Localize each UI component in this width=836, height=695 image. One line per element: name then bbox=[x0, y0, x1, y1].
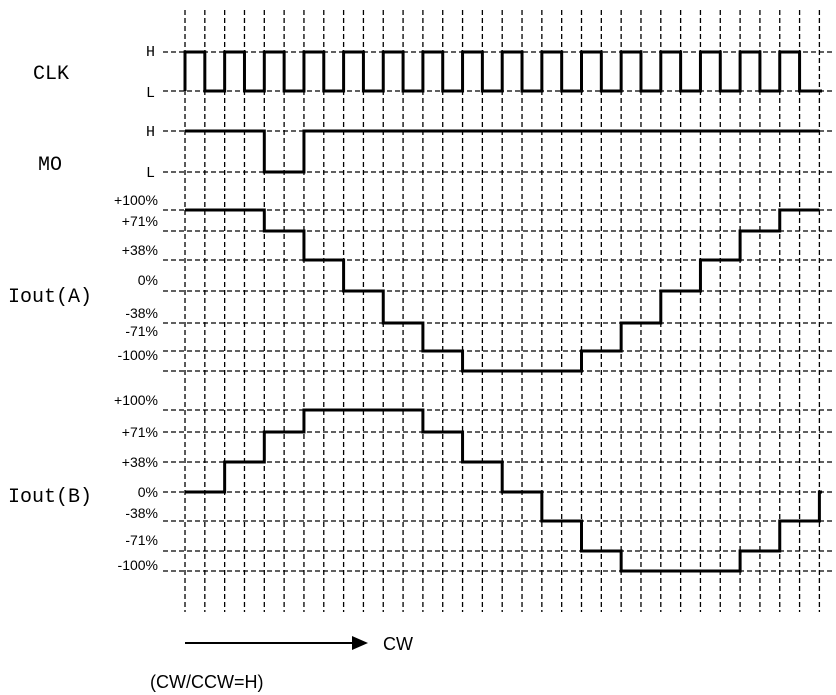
iout-a-level-labels: +100% +71% +38% 0% -38% -71% -100% bbox=[114, 192, 158, 363]
iout-b-level-label: +100% bbox=[114, 392, 158, 408]
iout-a-level-label: -71% bbox=[125, 323, 158, 339]
iout-a-level-label: +38% bbox=[122, 242, 158, 258]
clk-waveform bbox=[183, 50, 822, 93]
iout-b-waveform bbox=[185, 408, 822, 573]
mo-low-label: L bbox=[146, 165, 155, 182]
iout-b-label: Iout(B) bbox=[8, 486, 92, 509]
iout-b-level-label: -100% bbox=[118, 557, 158, 573]
direction-arrow-head bbox=[352, 636, 368, 650]
direction-label: CW bbox=[383, 634, 413, 654]
iout-b-level-label: +38% bbox=[122, 454, 158, 470]
iout-a-waveform bbox=[185, 208, 820, 373]
mo-high-label: H bbox=[146, 124, 155, 141]
clk-high-label: H bbox=[146, 44, 155, 61]
grid bbox=[163, 10, 832, 612]
iout-a-level-label: -100% bbox=[118, 347, 158, 363]
iout-b-level-labels: +100% +71% +38% 0% -38% -71% -100% bbox=[114, 392, 158, 573]
mo-waveform bbox=[185, 129, 820, 174]
clk-low-label: L bbox=[146, 85, 155, 102]
mo-label: MO bbox=[38, 154, 62, 177]
iout-b-level-label: -38% bbox=[125, 505, 158, 521]
iout-a-level-label: +71% bbox=[122, 213, 158, 229]
iout-a-level-label: +100% bbox=[114, 192, 158, 208]
clk-label: CLK bbox=[33, 63, 69, 86]
iout-a-level-label: 0% bbox=[138, 272, 158, 288]
direction-note: (CW/CCW=H) bbox=[150, 672, 263, 692]
iout-a-level-label: -38% bbox=[125, 305, 158, 321]
iout-b-level-label: 0% bbox=[138, 484, 158, 500]
iout-a-label: Iout(A) bbox=[8, 286, 92, 309]
iout-b-level-label: +71% bbox=[122, 424, 158, 440]
iout-b-level-label: -71% bbox=[125, 532, 158, 548]
